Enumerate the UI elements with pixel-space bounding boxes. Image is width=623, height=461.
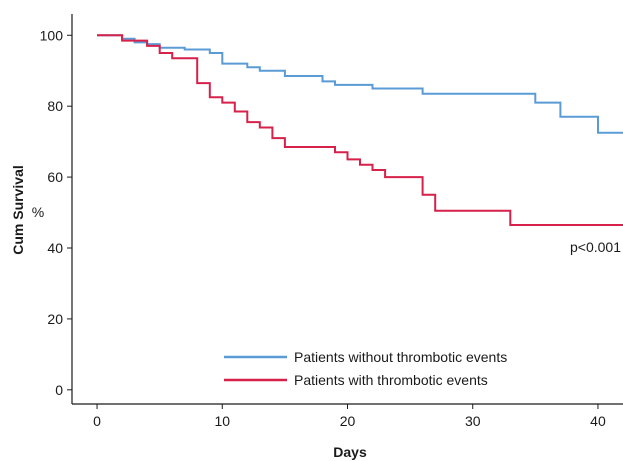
x-tick-label: 30 — [465, 413, 481, 429]
x-tick-label: 20 — [340, 413, 356, 429]
y-tick-label: 100 — [40, 27, 64, 43]
y-tick-label: 0 — [55, 382, 63, 398]
y-axis-title: Cum Survival — [10, 165, 26, 254]
y-axis-unit: % — [32, 204, 44, 220]
p-value-annotation: p<0.001 — [570, 239, 621, 255]
series-line-2 — [97, 34, 623, 226]
x-axis-title: Days — [333, 444, 367, 460]
legend-label-1: Patients without thrombotic events — [294, 349, 507, 365]
series-layer — [97, 34, 623, 226]
x-tick-label: 40 — [590, 413, 606, 429]
y-tick-label: 20 — [47, 311, 63, 327]
series-line-1 — [97, 34, 623, 134]
y-tick-label: 40 — [47, 240, 63, 256]
y-tick-label: 80 — [47, 98, 63, 114]
x-tick-label: 10 — [214, 413, 230, 429]
legend: Patients without thrombotic events Patien… — [224, 349, 507, 388]
legend-label-2: Patients with thrombotic events — [294, 372, 488, 388]
y-tick-label: 60 — [47, 169, 63, 185]
axes: 0 20 40 60 80 100 0 10 20 30 40 — [40, 14, 623, 429]
x-tick-label: 0 — [93, 413, 101, 429]
